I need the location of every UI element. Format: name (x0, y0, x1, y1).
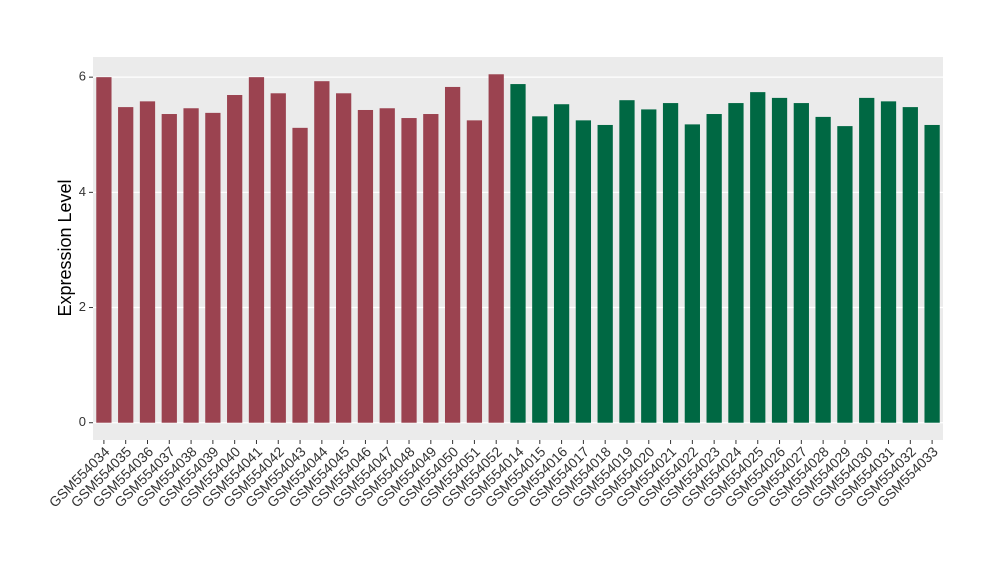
bar (880, 101, 897, 423)
bar (292, 127, 308, 423)
y-tick-label: 2 (79, 299, 86, 314)
bar (444, 86, 461, 423)
bar (488, 74, 504, 423)
y-tick-label: 4 (79, 184, 86, 199)
bar (728, 103, 744, 423)
y-tick-label: 0 (79, 414, 86, 429)
bar (597, 124, 613, 423)
bar (357, 109, 374, 423)
bar (401, 118, 417, 423)
bar (314, 81, 330, 423)
bar (706, 114, 722, 423)
bar (532, 116, 548, 423)
bar (684, 124, 700, 423)
bar (553, 104, 570, 423)
bar (379, 108, 395, 423)
y-tick-label: 6 (79, 69, 86, 84)
bar (248, 77, 265, 423)
bar (924, 124, 940, 423)
bar (750, 92, 766, 423)
bar (118, 107, 134, 423)
bar (815, 116, 831, 423)
bar (771, 97, 788, 423)
bar (641, 109, 657, 423)
bar (902, 107, 918, 423)
bar (466, 120, 483, 423)
bar (270, 93, 286, 423)
y-axis-title: Expression Level (55, 179, 75, 316)
bar (837, 126, 853, 423)
bar (227, 95, 243, 423)
bar (859, 97, 875, 423)
bar (96, 77, 112, 423)
bar (662, 103, 679, 423)
bar (183, 108, 199, 423)
bar (139, 101, 156, 423)
bar (575, 120, 592, 423)
bar (793, 103, 809, 423)
bar (161, 114, 177, 423)
bar (336, 93, 352, 423)
bar (423, 114, 439, 423)
bar (619, 100, 635, 423)
bar (205, 112, 221, 423)
bar (510, 84, 526, 423)
